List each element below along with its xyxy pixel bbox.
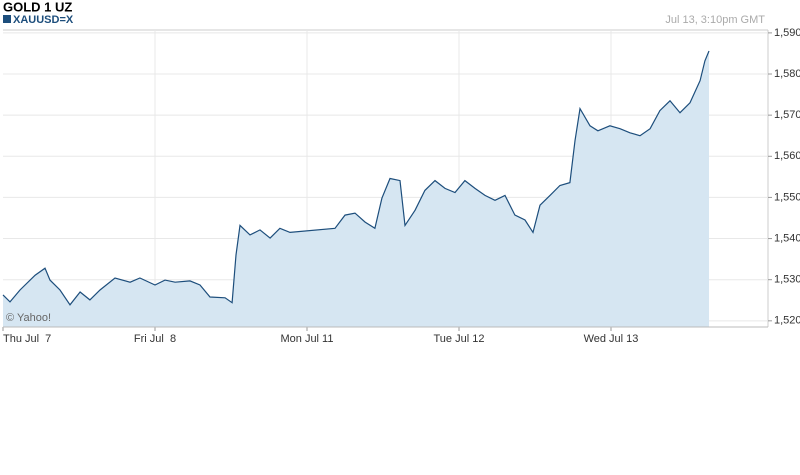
area bbox=[3, 51, 710, 327]
y-tick-label: 1,560 bbox=[774, 150, 800, 162]
legend-label: XAUUSD=X bbox=[13, 14, 74, 26]
y-tick-label: 1,590 bbox=[774, 27, 800, 39]
x-tick-label: Wed Jul 13 bbox=[584, 333, 639, 345]
y-tick-label: 1,570 bbox=[774, 109, 800, 121]
line bbox=[2, 50, 710, 306]
credit: © Yahoo! bbox=[6, 312, 51, 324]
x-tick-label: Fri Jul 8 bbox=[134, 333, 176, 345]
y-tick-label: 1,540 bbox=[774, 232, 800, 244]
x-tick-label: Mon Jul 11 bbox=[280, 333, 333, 345]
y-tick-label: 1,580 bbox=[774, 68, 800, 80]
y-tick-label: 1,530 bbox=[774, 274, 800, 286]
y-tick-label: 1,520 bbox=[774, 315, 800, 327]
x-tick-label: Tue Jul 12 bbox=[434, 333, 485, 345]
timestamp: Jul 13, 3:10pm GMT bbox=[665, 14, 765, 26]
x-tick-label: Thu Jul 7 bbox=[3, 333, 51, 345]
legend-swatch bbox=[3, 15, 11, 23]
chart-title: GOLD 1 UZ bbox=[3, 0, 72, 14]
y-tick-label: 1,550 bbox=[774, 191, 800, 203]
